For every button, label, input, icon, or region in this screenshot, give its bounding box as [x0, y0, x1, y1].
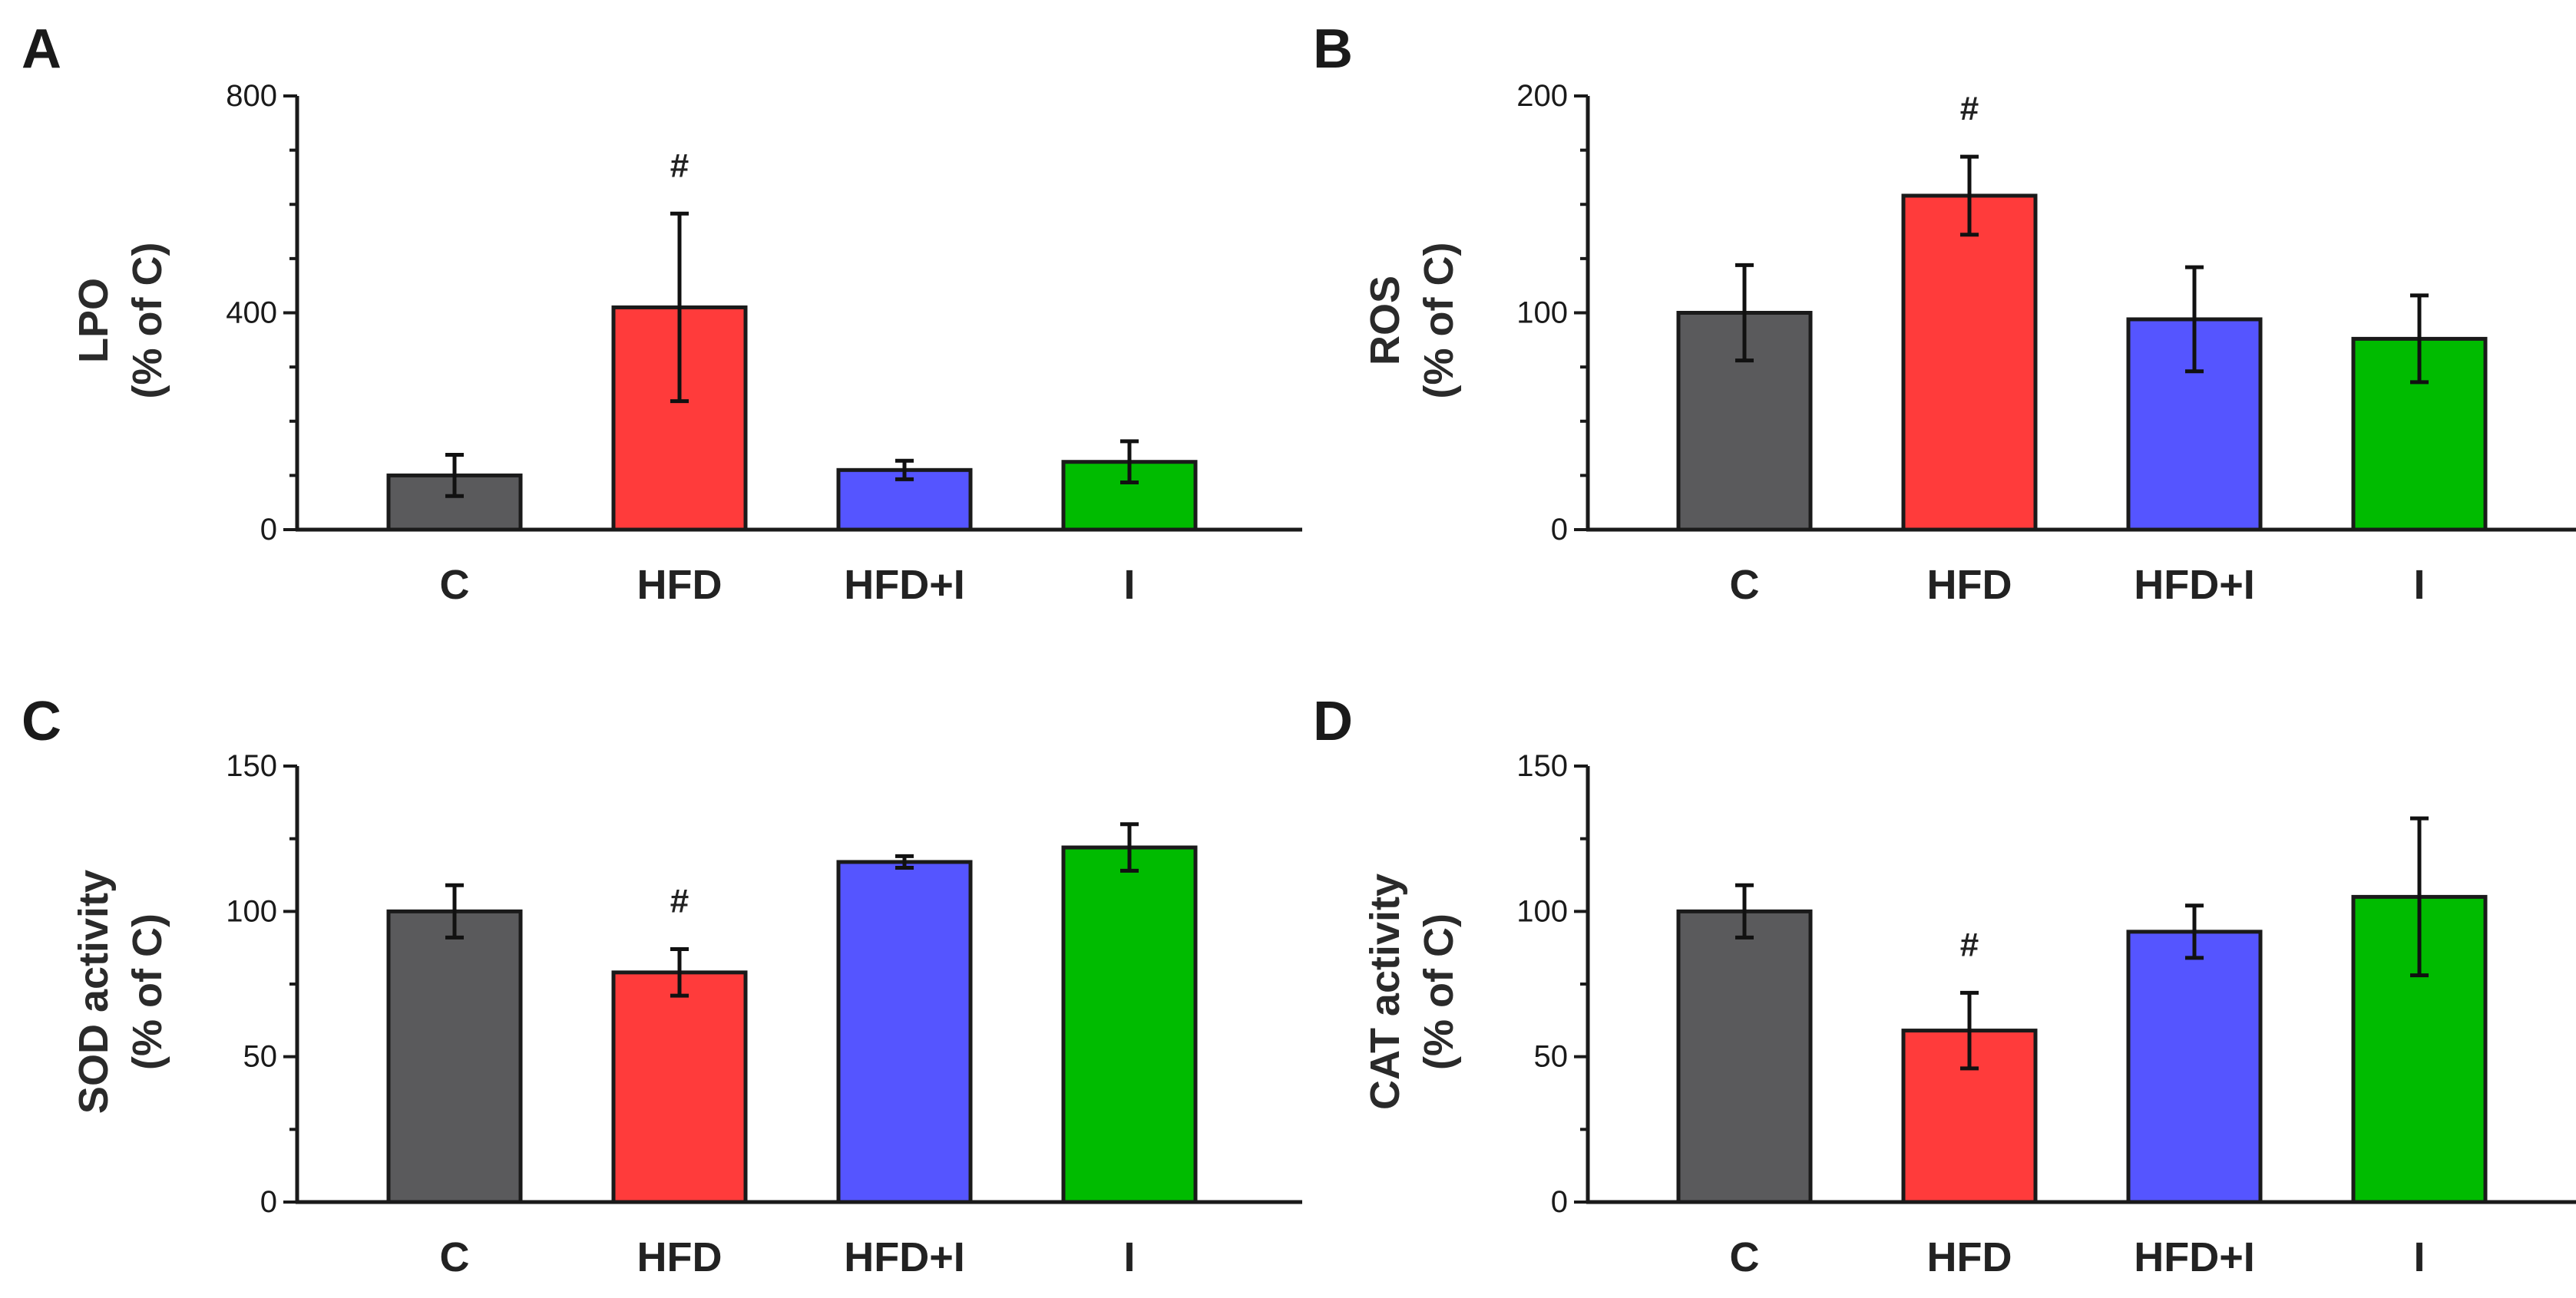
y-tick-label: 100: [1516, 894, 1568, 928]
x-tick-label: I: [1123, 1234, 1135, 1280]
x-tick-label: HFD: [637, 1234, 723, 1280]
x-tick-label: HFD: [637, 562, 723, 608]
bar-hfd-plus-i: [2126, 930, 2263, 1204]
y-axis-label: (% of C): [124, 913, 170, 1070]
x-tick-label: HFD: [1927, 562, 2012, 608]
y-tick-label: 50: [243, 1040, 278, 1074]
bar-i: [1061, 845, 1198, 1204]
x-tick-label: C: [1730, 1234, 1760, 1280]
y-axis-label: SOD activity: [71, 870, 117, 1114]
y-tick-label: 0: [260, 1185, 277, 1219]
chart-panel-d: D 0 50 100 150 CAT activity (% of C) C HFD # HFD+I…: [1313, 691, 2576, 1280]
y-tick-label: 0: [1551, 1185, 1568, 1219]
y-tick-label: 400: [226, 296, 277, 330]
x-tick-label: HFD: [1927, 1234, 2012, 1280]
chart-panel-a: A 0 400 800 LPO (% of C) C HFD # HFD+I I: [21, 18, 1302, 608]
x-tick-label: C: [440, 1234, 470, 1280]
bar-c: [1676, 909, 1813, 1204]
y-axis-label: (% of C): [1416, 913, 1462, 1070]
bar-hfd: [1901, 193, 2038, 532]
y-tick-label: 150: [1516, 749, 1568, 783]
significance-marker: #: [1960, 90, 1979, 127]
y-tick-label: 800: [226, 79, 277, 113]
x-tick-label: HFD+I: [2134, 1234, 2255, 1280]
x-tick-label: HFD+I: [2134, 562, 2255, 608]
y-tick-label: 200: [1516, 79, 1568, 113]
x-tick-label: I: [2413, 1234, 2425, 1280]
y-tick-label: 50: [1534, 1040, 1569, 1074]
y-tick-label: 0: [260, 513, 277, 547]
bar-i: [1061, 460, 1198, 532]
bar-hfd: [611, 970, 748, 1204]
panel-letter: D: [1313, 691, 1353, 752]
significance-marker: #: [670, 883, 689, 920]
y-tick-label: 150: [226, 749, 277, 783]
chart-panel-c: C 0 50 100 150 SOD activity (% of C) C HFD # HFD+I…: [21, 691, 1302, 1280]
y-axis-label: (% of C): [1416, 243, 1462, 399]
significance-marker: #: [670, 147, 689, 184]
x-tick-label: HFD+I: [844, 562, 965, 608]
y-axis-label: LPO: [71, 278, 117, 363]
y-axis-label: CAT activity: [1362, 874, 1408, 1110]
x-tick-label: I: [1123, 562, 1135, 608]
y-tick-label: 100: [226, 894, 277, 928]
y-tick-label: 0: [1551, 513, 1568, 547]
y-axis-label: (% of C): [124, 243, 170, 399]
panel-letter: B: [1313, 18, 1353, 80]
bar-hfd-plus-i: [836, 860, 973, 1204]
panel-letter: A: [21, 18, 61, 80]
bar-c: [386, 909, 523, 1204]
x-tick-label: HFD+I: [844, 1234, 965, 1280]
y-tick-label: 100: [1516, 296, 1568, 330]
x-tick-label: C: [1730, 562, 1760, 608]
y-axis-label: ROS: [1362, 276, 1408, 365]
chart-panel-b: B 0 100 200 ROS (% of C) C HFD # HFD+I I: [1313, 18, 2576, 608]
significance-marker: #: [1960, 926, 1979, 963]
panel-letter: C: [21, 691, 61, 752]
x-tick-label: C: [440, 562, 470, 608]
x-tick-label: I: [2413, 562, 2425, 608]
